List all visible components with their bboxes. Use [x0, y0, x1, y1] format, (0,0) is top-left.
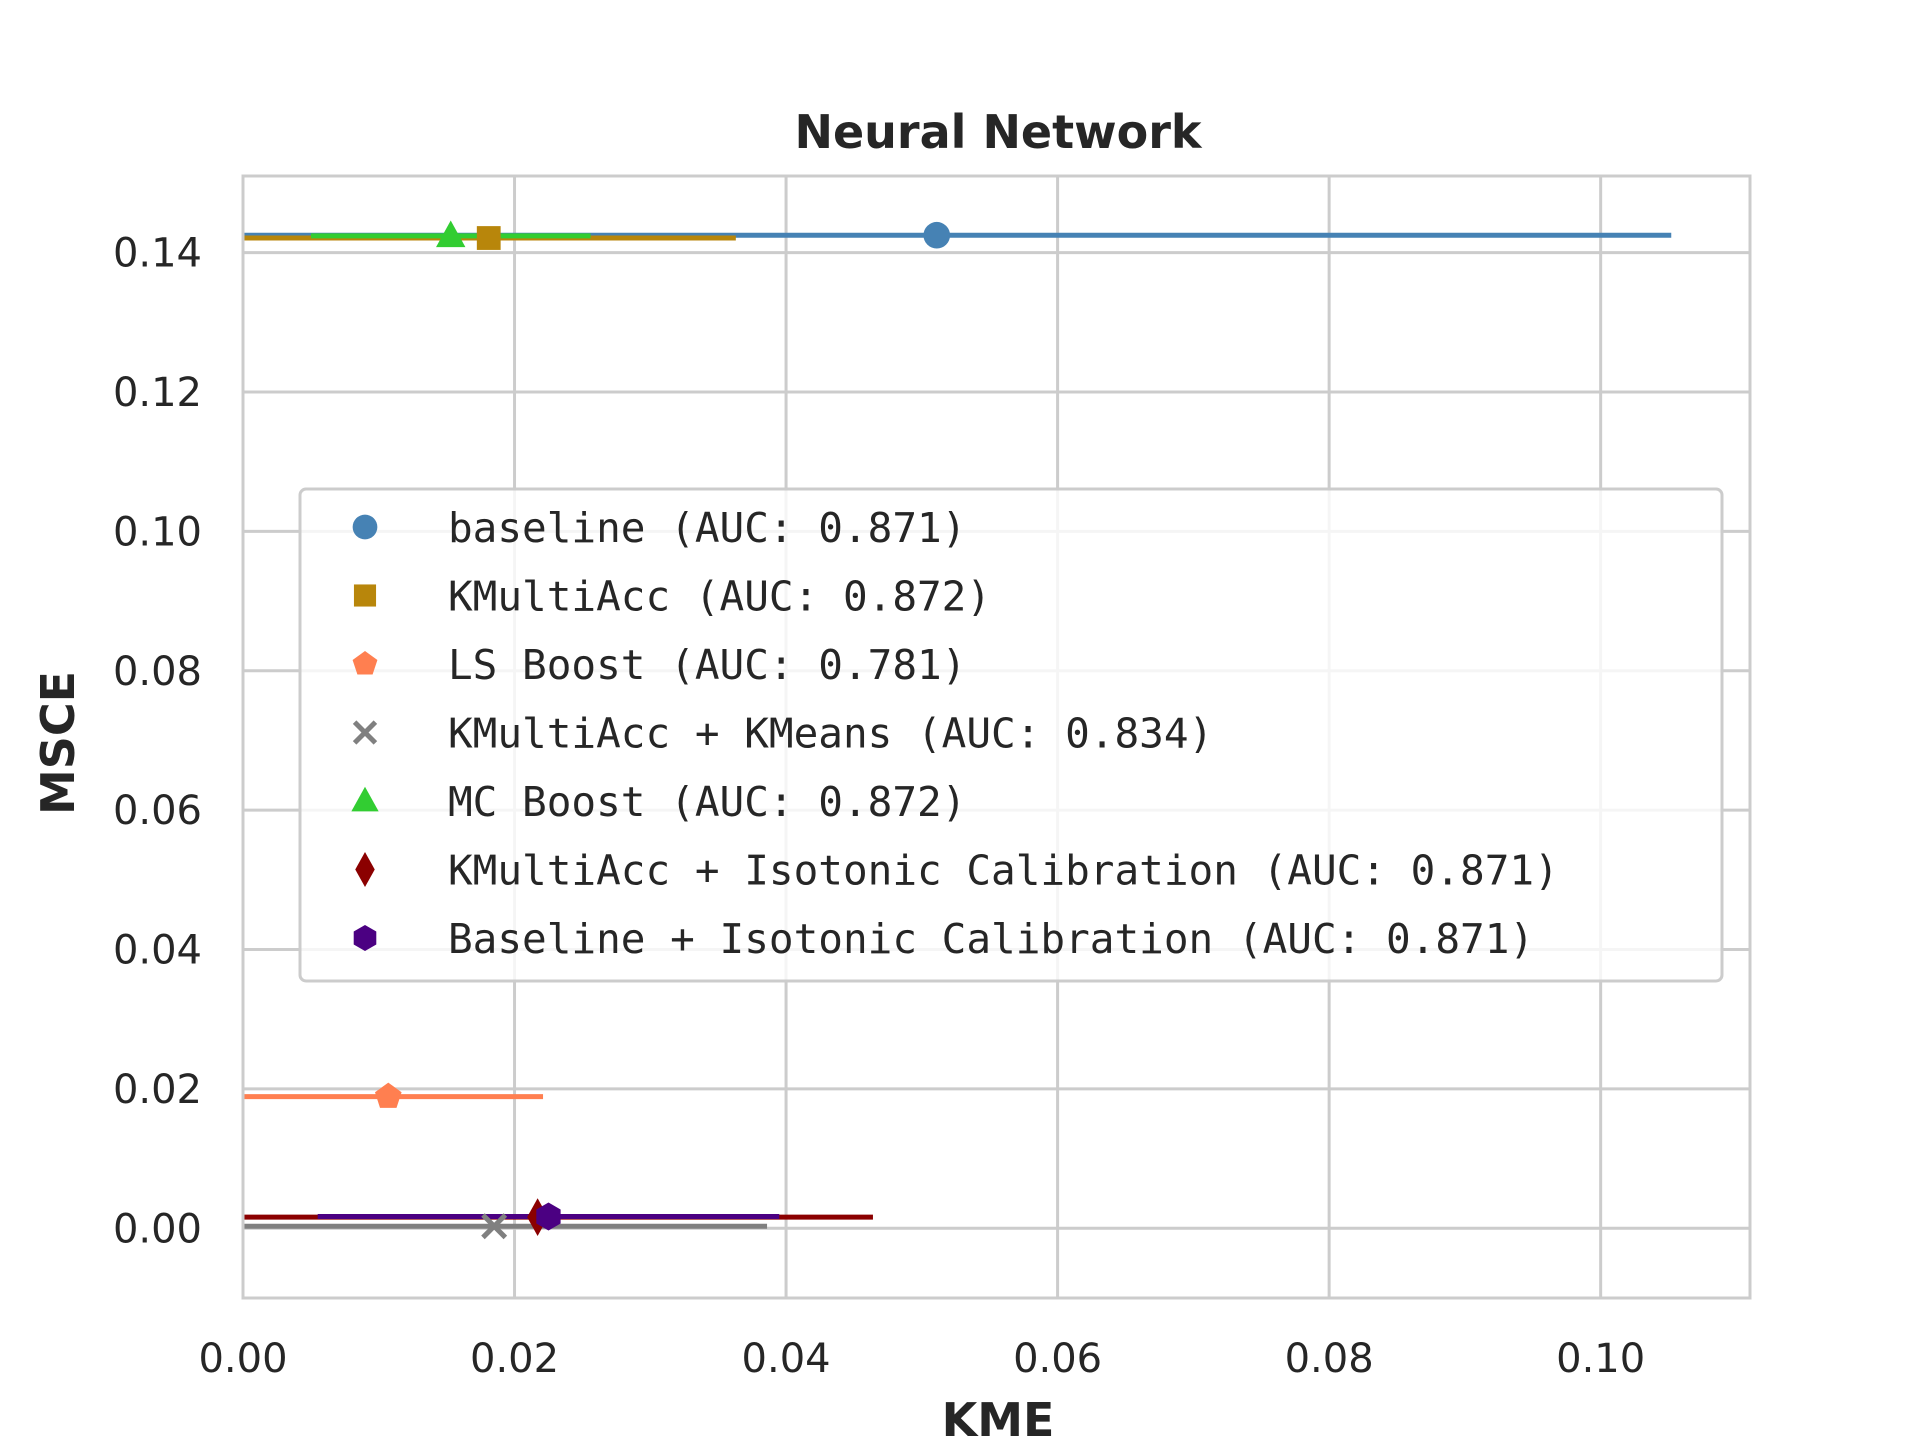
legend-entry: baseline (AUC: 0.871) — [448, 504, 966, 552]
y-tick-label: 0.04 — [113, 928, 202, 974]
chart-title: Neural Network — [794, 105, 1202, 159]
data-points — [375, 220, 951, 1240]
x-tick-label: 0.00 — [198, 1336, 287, 1382]
legend-marker — [355, 851, 375, 888]
y-tick-label: 0.06 — [113, 788, 202, 834]
y-tick-label: 0.00 — [113, 1206, 202, 1252]
y-tick-label: 0.10 — [113, 509, 202, 555]
x-tick-label: 0.08 — [1285, 1336, 1374, 1382]
legend-entry: KMultiAcc + Isotonic Calibration (AUC: 0… — [448, 847, 1559, 895]
y-axis-ticks: 0.00 0.02 0.04 0.06 0.08 0.10 0.12 0.14 — [113, 231, 202, 1253]
data-point — [476, 226, 501, 250]
x-tick-label: 0.02 — [470, 1336, 559, 1382]
data-point — [375, 1082, 402, 1108]
legend-box — [298, 487, 1724, 983]
legend-marker — [353, 925, 377, 951]
data-point — [536, 1202, 561, 1231]
x-tick-label: 0.04 — [742, 1336, 831, 1382]
data-point — [436, 220, 466, 248]
legend-marker — [353, 584, 377, 607]
x-axis-ticks: 0.00 0.02 0.04 0.06 0.08 0.10 — [198, 1336, 1645, 1382]
legend-entry: KMultiAcc + KMeans (AUC: 0.834) — [448, 710, 1213, 758]
x-tick-label: 0.10 — [1556, 1336, 1645, 1382]
legend: baseline (AUC: 0.871) KMultiAcc (AUC: 0.8… — [298, 487, 1724, 983]
data-point — [923, 221, 951, 249]
y-tick-label: 0.12 — [113, 370, 202, 416]
y-tick-label: 0.02 — [113, 1067, 202, 1113]
legend-entry: LS Boost (AUC: 0.781) — [448, 641, 966, 689]
y-axis-label: MSCE — [31, 671, 85, 815]
y-tick-label: 0.14 — [113, 231, 202, 277]
legend-entry: Baseline + Isotonic Calibration (AUC: 0.… — [448, 915, 1534, 963]
legend-marker — [351, 786, 379, 812]
y-tick-label: 0.08 — [113, 649, 202, 695]
legend-marker — [352, 514, 378, 540]
legend-marker — [352, 720, 378, 745]
legend-marker — [352, 651, 378, 675]
data-point — [481, 1213, 508, 1240]
x-axis-label: KME — [942, 1393, 1055, 1440]
x-tick-label: 0.06 — [1013, 1336, 1102, 1382]
legend-entry: KMultiAcc (AUC: 0.872) — [448, 573, 991, 621]
legend-entry: MC Boost (AUC: 0.872) — [448, 778, 966, 826]
plot-frame — [241, 174, 1752, 1300]
